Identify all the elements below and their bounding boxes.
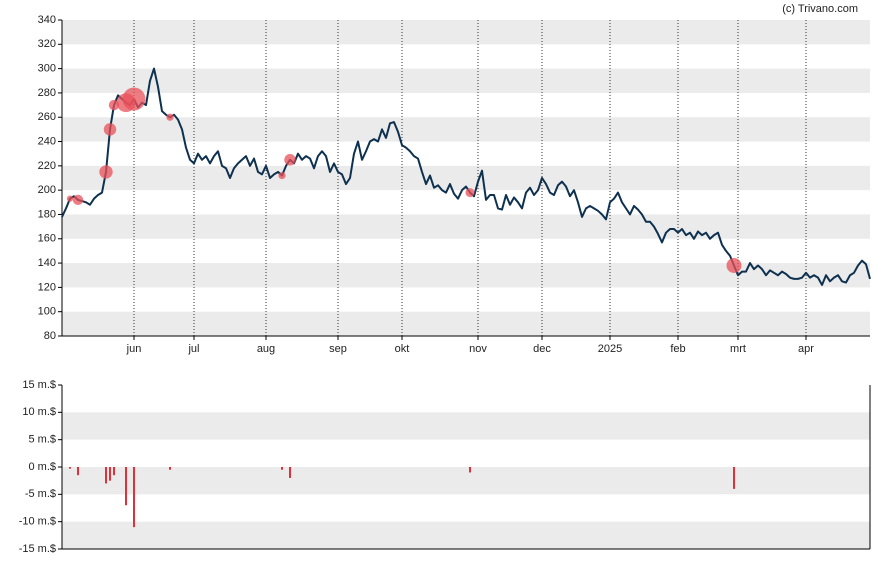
x-tick-label: sep — [329, 343, 347, 355]
x-tick-label: aug — [257, 343, 275, 355]
grid-band — [62, 412, 870, 440]
y-tick-label: 260 — [38, 111, 56, 123]
y-tick-label: 280 — [38, 87, 56, 99]
y-tick-label: 5 m.$ — [28, 434, 56, 446]
x-tick-label: mrt — [730, 343, 746, 355]
grid-band — [62, 20, 870, 45]
bar — [133, 467, 135, 528]
bar — [109, 467, 111, 481]
bar — [469, 467, 471, 473]
bar — [77, 467, 79, 476]
bar — [69, 467, 71, 469]
x-tick-label: feb — [670, 343, 685, 355]
credit: (c) Trivano.com — [782, 3, 858, 15]
trade-marker — [99, 165, 113, 179]
trade-marker — [278, 171, 286, 180]
trade-marker — [465, 188, 475, 198]
y-tick-label: 160 — [38, 233, 56, 245]
grid-band — [62, 521, 870, 549]
y-tick-label: 10 m.$ — [22, 406, 56, 418]
y-tick-label: 140 — [38, 257, 56, 269]
bar — [113, 467, 115, 476]
trade-marker — [66, 195, 74, 202]
x-tick-label: okt — [395, 343, 410, 355]
y-tick-label: -15 m.$ — [19, 543, 56, 555]
trade-marker — [284, 154, 296, 166]
y-tick-label: 0 m.$ — [28, 461, 56, 473]
y-tick-label: 120 — [38, 281, 56, 293]
y-tick-label: -5 m.$ — [25, 488, 56, 500]
bar — [733, 467, 735, 489]
bar — [281, 467, 283, 470]
y-tick-label: 15 m.$ — [22, 379, 56, 391]
grid-band — [62, 117, 870, 142]
x-tick-label: 2025 — [598, 343, 622, 355]
bar — [169, 467, 171, 470]
x-tick-label: apr — [798, 343, 814, 355]
x-tick-label: dec — [533, 343, 551, 355]
y-tick-label: 240 — [38, 135, 56, 147]
y-tick-label: 320 — [38, 38, 56, 50]
trade-marker — [726, 258, 742, 274]
trade-marker — [122, 87, 146, 111]
bar — [105, 467, 107, 484]
bar — [125, 467, 127, 506]
y-tick-label: -10 m.$ — [19, 516, 56, 528]
x-tick-label: jul — [187, 343, 199, 355]
y-tick-label: 220 — [38, 160, 56, 172]
y-tick-label: 180 — [38, 208, 56, 220]
grid-band — [62, 467, 870, 495]
y-tick-label: 100 — [38, 306, 56, 318]
trade-marker — [72, 194, 84, 206]
y-tick-label: 200 — [38, 184, 56, 196]
y-tick-label: 340 — [38, 14, 56, 26]
x-tick-label: jun — [126, 343, 142, 355]
trade-marker — [103, 123, 117, 136]
y-tick-label: 300 — [38, 63, 56, 75]
x-tick-label: nov — [469, 343, 487, 355]
grid-band — [62, 311, 870, 336]
grid-band — [62, 214, 870, 239]
grid-band — [62, 68, 870, 93]
bar — [289, 467, 291, 478]
y-tick-label: 80 — [44, 330, 56, 342]
trade-marker — [166, 113, 174, 121]
